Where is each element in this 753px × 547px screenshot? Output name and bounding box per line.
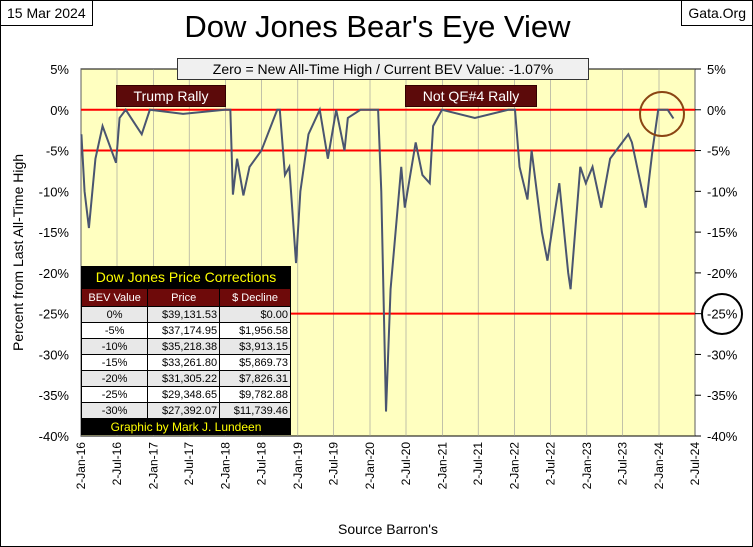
x-tick-label: 2-Jul-16 — [110, 442, 124, 486]
y-tick-label-right: -20% — [707, 266, 738, 281]
table-row: -30% $27,392.07 $11,739.46 — [80, 402, 291, 419]
table-cell: -5% — [80, 322, 149, 339]
table-cell: $9,782.88 — [219, 386, 291, 403]
x-axis-label: Source Barron's — [338, 521, 438, 537]
y-tick-label-left: -30% — [39, 347, 70, 362]
table-cell: $7,826.31 — [219, 370, 291, 387]
chart-title: Dow Jones Bear's Eye View — [184, 9, 571, 44]
trump-rally-label: Trump Rally — [116, 85, 226, 107]
table-cell: $37,174.95 — [147, 322, 221, 339]
table-cell: $3,913.15 — [219, 338, 291, 355]
table-row: -5% $37,174.95 $1,956.58 — [80, 322, 291, 339]
x-tick-label: 2-Jul-17 — [182, 442, 196, 486]
table-cell: -10% — [80, 338, 149, 355]
table-row: -20% $31,305.22 $7,826.31 — [80, 370, 291, 387]
table-row: -10% $35,218.38 $3,913.15 — [80, 338, 291, 355]
x-tick-label: 2-Jul-20 — [399, 442, 413, 486]
y-tick-label-right: -35% — [707, 388, 738, 403]
y-tick-label-right: -5% — [707, 144, 731, 159]
col-decline: $ Decline — [219, 288, 291, 307]
x-tick-label: 2-Jan-21 — [435, 442, 449, 490]
table-cell: $11,739.46 — [219, 402, 291, 419]
x-tick-label: 2-Jul-22 — [543, 442, 557, 486]
y-tick-label-left: -10% — [39, 184, 70, 199]
y-tick-label-right: -40% — [707, 429, 738, 444]
table-cell: $1,956.58 — [219, 322, 291, 339]
y-tick-label-left: 5% — [50, 62, 69, 77]
x-tick-label: 2-Jan-17 — [146, 442, 160, 490]
x-tick-label: 2-Jan-16 — [74, 442, 88, 490]
table-cell: $5,869.73 — [219, 354, 291, 371]
corrections-table: Dow Jones Price Corrections BEV Value Pr… — [80, 266, 291, 435]
col-bev: BEV Value — [80, 288, 149, 307]
y-tick-label-left: -40% — [39, 429, 70, 444]
table-row: -15% $33,261.80 $5,869.73 — [80, 354, 291, 371]
table-cell: 0% — [80, 306, 149, 323]
x-tick-label: 2-Jul-24 — [688, 442, 702, 486]
x-tick-label: 2-Jul-21 — [471, 442, 485, 486]
table-cell: -20% — [80, 370, 149, 387]
y-tick-label-right: 0% — [707, 103, 726, 118]
y-tick-label-left: 0% — [50, 103, 69, 118]
x-tick-label: 2-Jan-20 — [363, 442, 377, 490]
y-tick-label-left: -15% — [39, 225, 70, 240]
x-tick-label: 2-Jan-22 — [508, 442, 522, 490]
y-tick-label-right: -15% — [707, 225, 738, 240]
y-axis-label: Percent from Last All-Time High — [10, 154, 26, 351]
x-tick-label: 2-Jan-23 — [580, 442, 594, 490]
table-cell: -25% — [80, 386, 149, 403]
y-tick-label-right: 5% — [707, 62, 726, 77]
bev-series-line — [80, 106, 675, 412]
table-cell: $27,392.07 — [147, 402, 221, 419]
table-cell: $39,131.53 — [147, 306, 221, 323]
y-tick-label-left: -35% — [39, 388, 70, 403]
y-tick-label-right: -25% — [707, 307, 738, 322]
y-tick-label-right: -10% — [707, 184, 738, 199]
col-price: Price — [147, 288, 221, 307]
table-cell: $33,261.80 — [147, 354, 221, 371]
table-cell: $35,218.38 — [147, 338, 221, 355]
y-tick-label-left: -20% — [39, 266, 70, 281]
x-tick-label: 2-Jul-23 — [616, 442, 630, 486]
table-title: Dow Jones Price Corrections — [95, 269, 277, 285]
table-footer: Graphic by Mark J. Lundeen — [110, 420, 262, 434]
table-row: -25% $29,348.65 $9,782.88 — [80, 386, 291, 403]
table-row: 0% $39,131.53 $0.00 — [80, 306, 291, 323]
x-tick-label: 2-Jan-24 — [652, 442, 666, 490]
table-cell: -30% — [80, 402, 149, 419]
qe4-rally-label: Not QE#4 Rally — [405, 85, 537, 107]
table-cell: -15% — [80, 354, 149, 371]
x-tick-label: 2-Jul-19 — [327, 442, 341, 486]
table-cell: $31,305.22 — [147, 370, 221, 387]
table-cell: $29,348.65 — [147, 386, 221, 403]
site-label: Gata.Org — [681, 1, 752, 26]
y-tick-label-left: -25% — [39, 307, 70, 322]
x-tick-label: 2-Jan-18 — [219, 442, 233, 490]
y-tick-label-right: -30% — [707, 347, 738, 362]
current-highlight-circle — [639, 91, 685, 137]
minus25-highlight-circle — [701, 293, 743, 335]
y-tick-label-left: -5% — [46, 144, 70, 159]
x-tick-label: 2-Jan-19 — [291, 442, 305, 490]
bev-note: Zero = New All-Time High / Current BEV V… — [177, 58, 589, 80]
table-cell: $0.00 — [219, 306, 291, 323]
date-label: 15 Mar 2024 — [1, 1, 93, 26]
x-tick-label: 2-Jul-18 — [254, 442, 268, 486]
